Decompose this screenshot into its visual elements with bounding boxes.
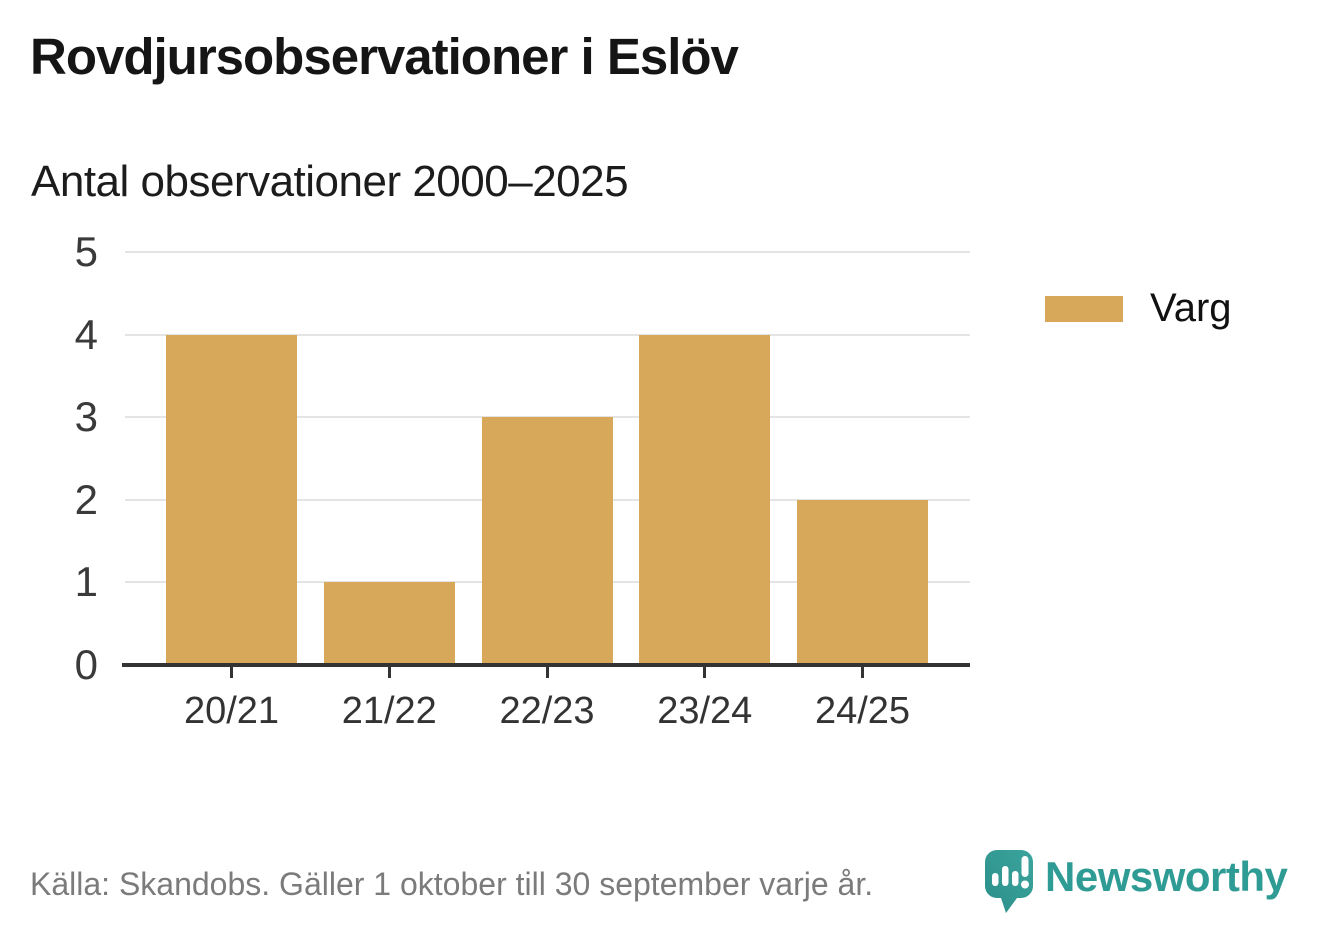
x-tick-24-25 xyxy=(861,667,864,678)
newsworthy-logo[interactable]: Newsworthy xyxy=(983,846,1303,916)
bar-20-21 xyxy=(166,334,297,665)
x-tick-20-21 xyxy=(230,667,233,678)
gridline-y4 xyxy=(125,333,970,336)
bar-24-25 xyxy=(797,499,928,665)
y-tick-label-2: 2 xyxy=(74,475,98,523)
gridline-y3 xyxy=(125,416,970,419)
x-tick-label-23-24: 23/24 xyxy=(657,690,753,732)
y-tick-label-3: 3 xyxy=(74,393,98,441)
chart-subtitle: Antal observationer 2000–2025 xyxy=(31,157,629,206)
legend-label: Varg xyxy=(1150,286,1232,330)
y-tick-label-4: 4 xyxy=(74,310,98,358)
y-tick-label-0: 0 xyxy=(74,641,98,688)
x-tick-22-23 xyxy=(545,667,549,678)
page-title: Rovdjursobservationer i Eslöv xyxy=(30,28,739,85)
plot-area xyxy=(125,251,970,665)
x-tick-label-24-25: 24/25 xyxy=(814,690,911,732)
y-tick-label-5: 5 xyxy=(74,228,98,275)
x-tick-23-24 xyxy=(703,667,707,678)
x-tick-label-20-21: 20/21 xyxy=(183,690,280,732)
bar-22-23 xyxy=(481,417,613,665)
bar-21-22 xyxy=(323,582,455,665)
x-tick-label-22-23: 22/23 xyxy=(499,690,595,732)
source-note: Källa: Skandobs. Gäller 1 oktober till 3… xyxy=(30,866,874,902)
y-tick-label-1: 1 xyxy=(74,558,98,606)
x-axis-line xyxy=(122,663,970,667)
x-tick-label-21-22: 21/22 xyxy=(341,690,437,732)
y-axis: 0 1 2 3 4 5 xyxy=(20,231,98,686)
gridline-y5 xyxy=(125,251,970,253)
bar-23-24 xyxy=(639,334,771,665)
x-tick-21-22 xyxy=(387,667,391,678)
newsworthy-bar-chart-bubble-icon xyxy=(983,848,1035,921)
newsworthy-wordmark: Newsworthy xyxy=(1045,853,1288,900)
legend-swatch-varg xyxy=(1045,296,1123,322)
legend: Varg xyxy=(1045,288,1305,332)
